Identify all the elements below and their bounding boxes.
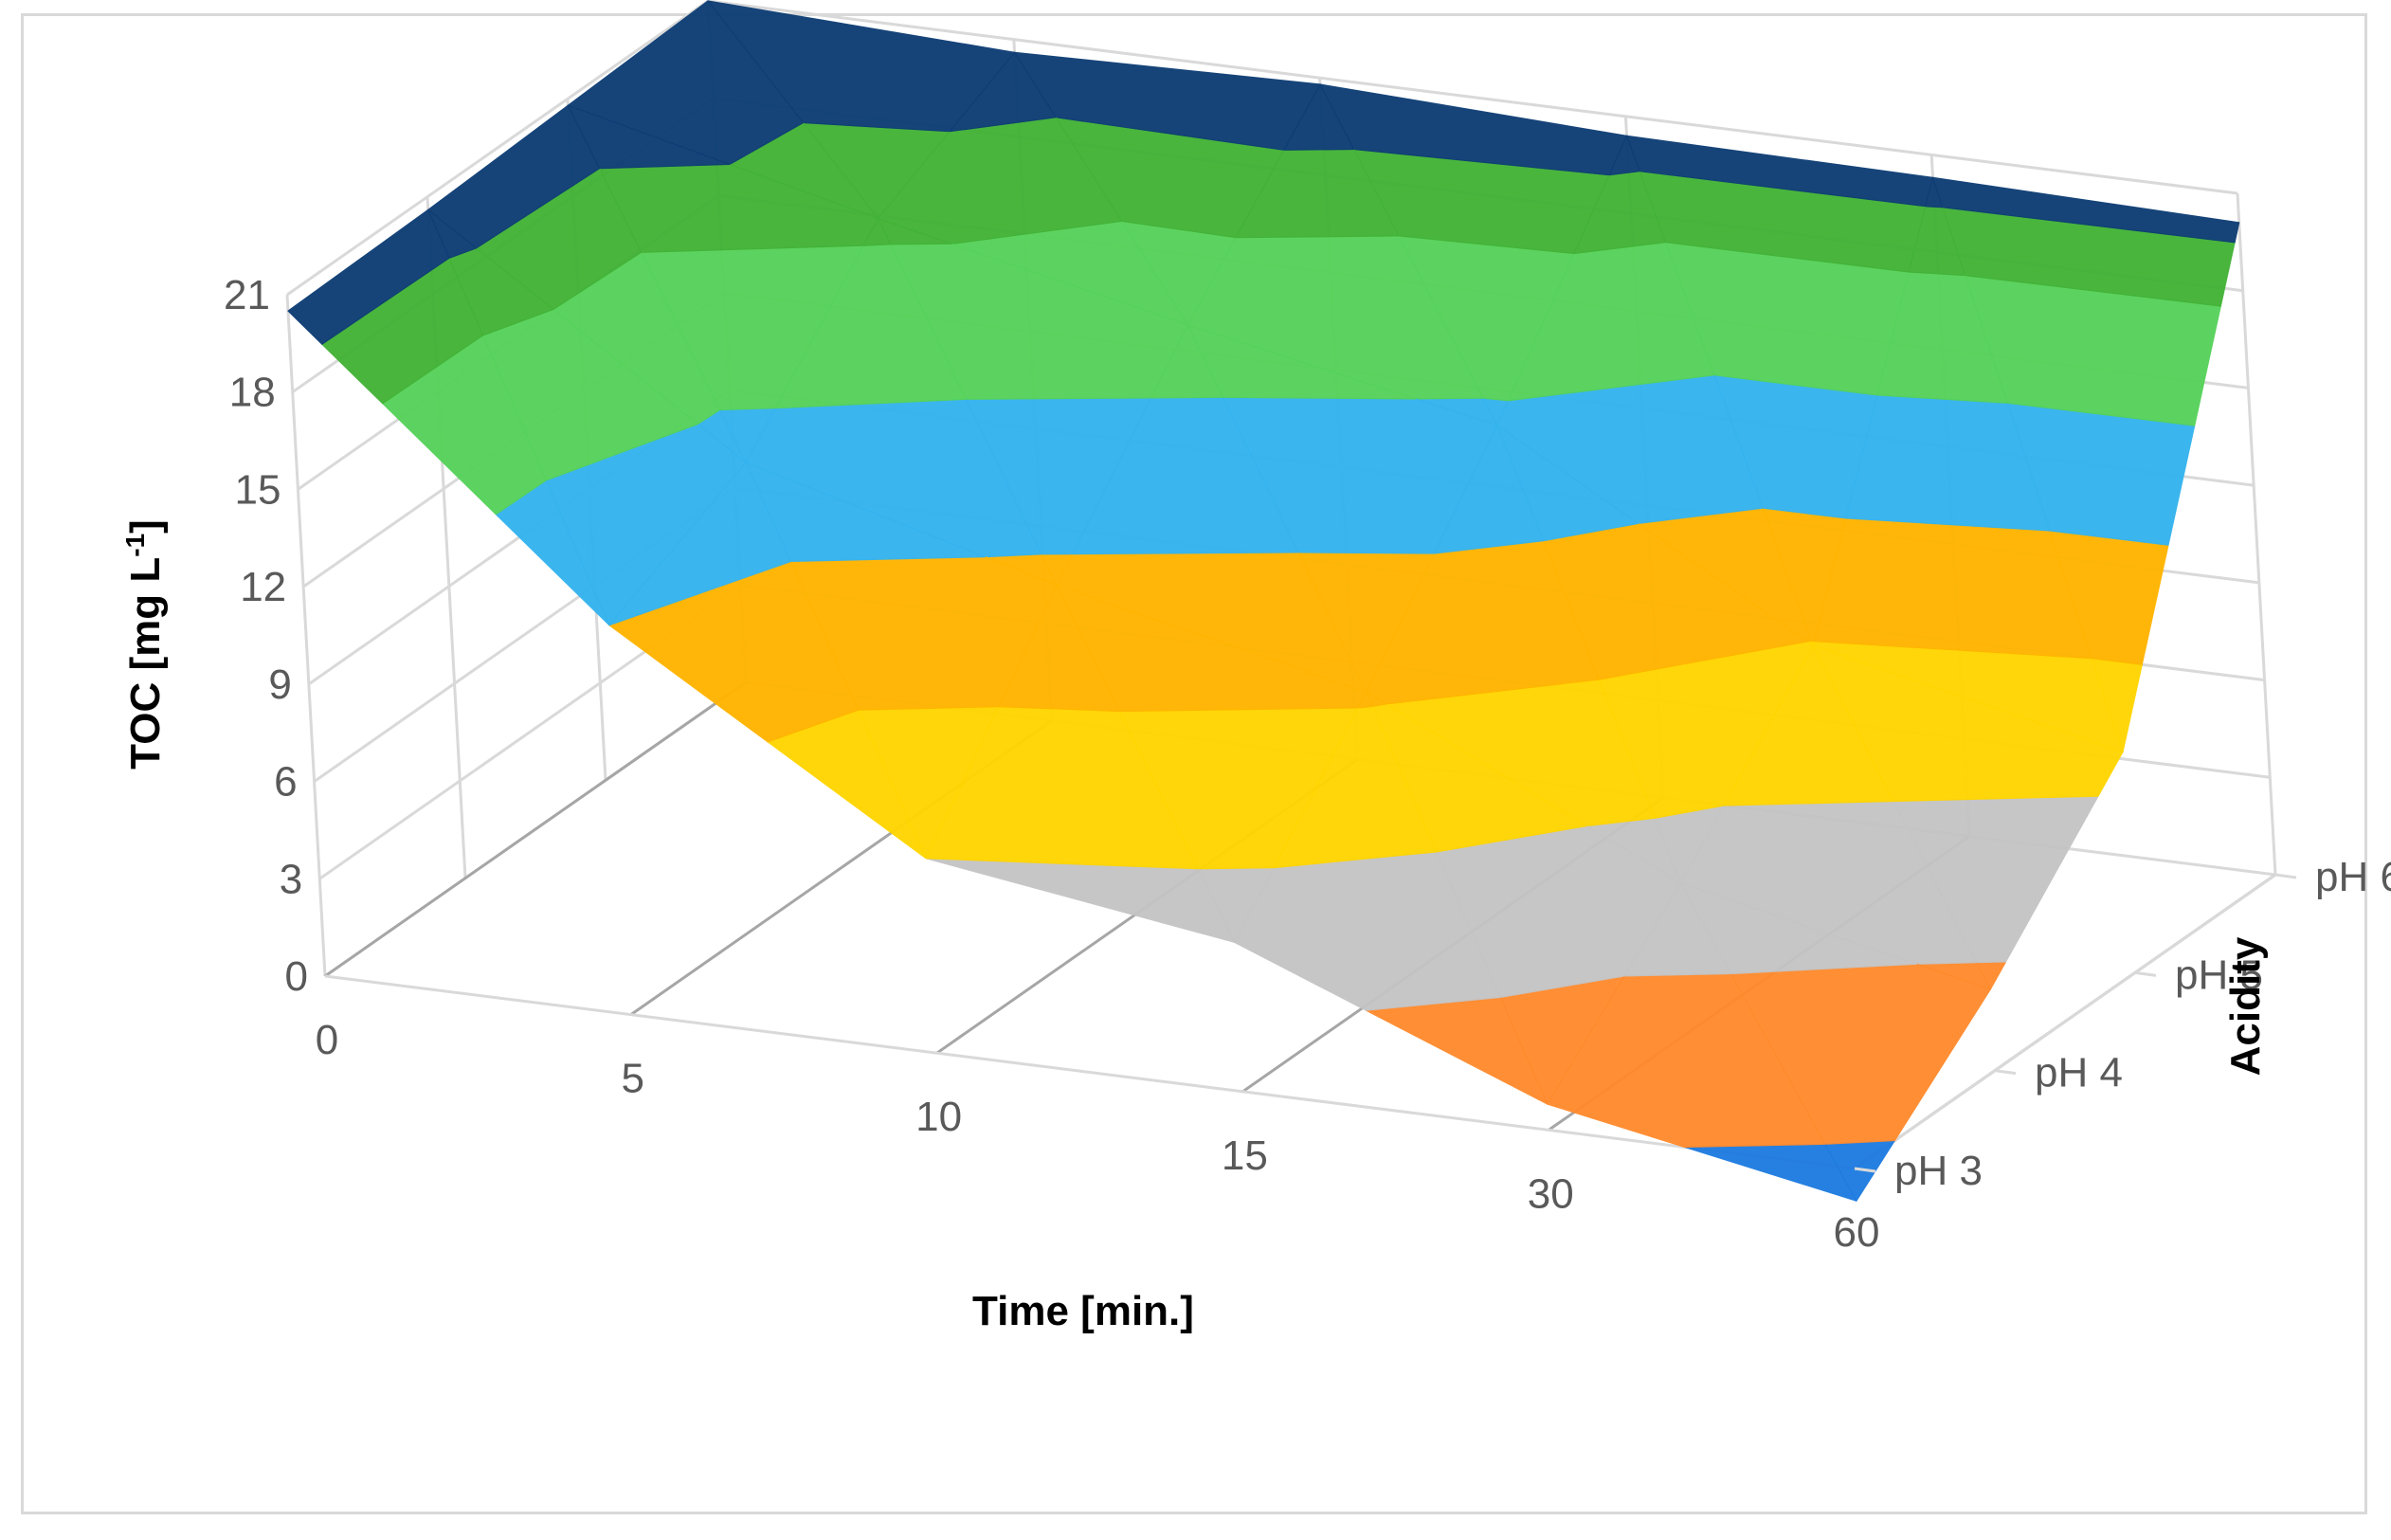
y-tick-mark-0 bbox=[1854, 1167, 1876, 1173]
y-tick-label-3: pH 6 bbox=[2315, 854, 2391, 900]
x-axis-title: Time [min.] bbox=[972, 1288, 1194, 1334]
z-tick-label-2: 6 bbox=[274, 759, 297, 806]
z-tick-label-5: 15 bbox=[234, 466, 281, 513]
floor-line-0 bbox=[324, 680, 747, 978]
z-tick-label-7: 21 bbox=[224, 272, 270, 318]
side-wall-vline-0 bbox=[285, 294, 327, 977]
y-axis-title: Acidity bbox=[2222, 936, 2269, 1076]
x-tick-label-3: 15 bbox=[1222, 1132, 1268, 1179]
surface-patch-1-3-1-5 bbox=[1433, 425, 1545, 554]
z-axis-title-sup: -1 bbox=[120, 534, 150, 557]
surface-patch-1-2-1-6 bbox=[1150, 324, 1224, 399]
surface-patch-0-4-1-2 bbox=[1623, 881, 1732, 977]
y-tick-label-2: pH 5 bbox=[2175, 951, 2263, 998]
y-tick-mark-3 bbox=[2274, 873, 2297, 879]
y-tick-label-0: pH 3 bbox=[1894, 1148, 1983, 1194]
y-tick-label-1: pH 4 bbox=[2035, 1050, 2123, 1096]
x-axis-line bbox=[324, 974, 1856, 1170]
z-tick-label-6: 18 bbox=[229, 370, 276, 416]
x-tick-label-0: 0 bbox=[316, 1017, 338, 1063]
surface-plot bbox=[287, 0, 2240, 1202]
surface-patch-0-1-1-5 bbox=[608, 462, 792, 626]
y-tick-mark-2 bbox=[2134, 970, 2157, 977]
z-tick-label-3: 9 bbox=[268, 661, 291, 708]
surface-patch-2-2-1-8 bbox=[1283, 83, 1355, 151]
surface-patch-2-4-1-8 bbox=[1925, 176, 1944, 208]
surface-patch-1-1-1-7 bbox=[862, 217, 892, 246]
y-axis-line bbox=[1854, 873, 2276, 1170]
surface-patch-0-3-1-4 bbox=[1357, 691, 1374, 709]
z-axis-title-main: TOC [mg L bbox=[122, 557, 169, 770]
surface-patch-2-4-1-4 bbox=[1813, 517, 2092, 660]
surface-patch-0-2-1-2 bbox=[925, 858, 1236, 943]
axis-labels: 0 3 6 9 12 15 18 21 0 5 10 15 30 60 pH 3 pH 4 pH 5 pH 6 bbox=[224, 272, 2391, 1256]
x-tick-label-2: 10 bbox=[915, 1094, 962, 1140]
z-axis-title: TOC [mg L-1] bbox=[120, 519, 169, 770]
y-tick-mark-1 bbox=[1994, 1069, 2017, 1076]
surface-patch-0-0-1-8 bbox=[287, 208, 450, 345]
z-tick-label-4: 12 bbox=[240, 564, 286, 610]
surface-patch-2-3-1-8 bbox=[1608, 135, 1640, 176]
z-tick-label-0: 0 bbox=[285, 953, 308, 1000]
back-wall-vline-5 bbox=[2236, 192, 2277, 876]
surface-patch-1-4-1-3 bbox=[1723, 644, 1894, 806]
x-tick-label-4: 30 bbox=[1528, 1170, 1574, 1217]
surface-patch-0-2-1-4 bbox=[998, 584, 1120, 713]
surface-patch-2-1-1-8 bbox=[949, 51, 1057, 133]
x-tick-label-5: 60 bbox=[1834, 1209, 1880, 1256]
z-tick-label-1: 3 bbox=[280, 856, 302, 902]
z-axis-title-end: ] bbox=[122, 519, 169, 534]
x-tick-label-1: 5 bbox=[622, 1056, 644, 1102]
